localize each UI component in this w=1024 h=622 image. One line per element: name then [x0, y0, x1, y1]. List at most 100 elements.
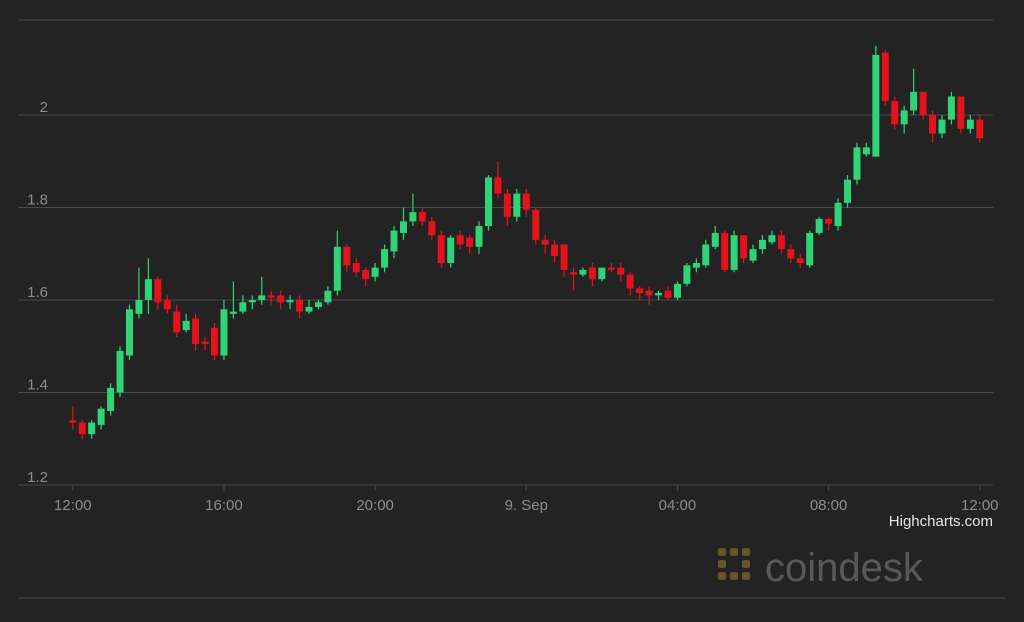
x-tick-label: 12:00: [54, 497, 92, 514]
candle-body: [551, 244, 559, 257]
candle-body: [135, 300, 143, 314]
candle-body: [371, 267, 379, 277]
candle-body: [588, 267, 596, 280]
candle-body: [390, 230, 398, 252]
x-tick-label: 08:00: [810, 497, 848, 514]
candle-body: [749, 249, 757, 261]
candle-body: [872, 54, 880, 157]
candle-body: [116, 350, 124, 393]
candle-body: [305, 306, 313, 312]
candle-body: [758, 239, 766, 250]
candle-body: [522, 193, 530, 210]
candle-body: [229, 311, 237, 314]
candle-body: [844, 179, 852, 203]
candle-body: [494, 177, 502, 194]
candle-body: [343, 246, 351, 266]
candle-body: [834, 202, 842, 226]
candle-body: [447, 237, 455, 263]
candle-body: [711, 232, 719, 247]
candle-body: [239, 302, 247, 312]
candle-body: [78, 422, 86, 435]
candle-body: [910, 91, 918, 111]
candle-body: [853, 147, 861, 180]
candle-body: [655, 293, 663, 296]
watermark: coindesk: [765, 546, 924, 590]
candle-body: [777, 235, 785, 250]
candle-body: [787, 249, 795, 259]
candle-body: [107, 387, 115, 411]
candle-body: [919, 91, 927, 115]
candle-body: [69, 420, 77, 423]
candle-body: [88, 422, 96, 435]
candle-body: [976, 119, 984, 139]
candle-body: [513, 193, 521, 217]
candle-body: [683, 265, 691, 284]
x-tick-label: 16:00: [205, 497, 243, 514]
candle-body: [248, 300, 256, 303]
candle-body: [957, 96, 965, 129]
candle-body: [381, 249, 389, 268]
y-tick-label: 1.4: [27, 377, 48, 394]
candle-body: [815, 219, 823, 233]
candle-body: [418, 212, 426, 222]
candle-body: [636, 288, 644, 294]
candle-body: [721, 232, 729, 270]
y-tick-label: 2: [40, 99, 48, 116]
candle-body: [862, 147, 870, 155]
candle-body: [277, 295, 285, 303]
candle-body: [881, 52, 889, 102]
credits: Highcharts.com: [889, 513, 993, 530]
candle-body: [173, 311, 181, 333]
candle-body: [211, 327, 219, 356]
candle-body: [740, 235, 748, 259]
candle-body: [362, 269, 370, 280]
candle-body: [570, 272, 578, 275]
candle-body: [409, 212, 417, 222]
candle-body: [163, 300, 171, 310]
candle-body: [730, 235, 738, 270]
candle-body: [475, 226, 483, 247]
candle-body: [201, 341, 209, 344]
candle-body: [456, 235, 464, 245]
candle-body: [220, 309, 228, 356]
candle-body: [796, 258, 804, 263]
candle-body: [617, 267, 625, 275]
candle-body: [144, 279, 152, 300]
candle-body: [560, 244, 568, 270]
candle-body: [541, 239, 549, 245]
watermark-logo: coindesk: [718, 546, 924, 590]
candle-body: [702, 244, 710, 266]
x-tick-label: 04:00: [659, 497, 697, 514]
candle-body: [938, 119, 946, 134]
candle-body: [503, 193, 511, 217]
candle-body: [258, 295, 266, 300]
candle-body: [125, 309, 133, 356]
candle-body: [900, 110, 908, 125]
candle-body: [891, 101, 899, 125]
candle-body: [192, 318, 200, 344]
candle-body: [182, 320, 190, 331]
candle-body: [947, 96, 955, 120]
candle-body: [929, 115, 937, 134]
candle-body: [324, 290, 332, 303]
candle-body: [966, 119, 974, 129]
candle-body: [579, 269, 587, 275]
candle-body: [768, 235, 776, 243]
candle-body: [598, 267, 606, 280]
candle-body: [428, 221, 436, 236]
candle-body: [664, 290, 672, 298]
candle-body: [267, 295, 275, 298]
candle-body: [825, 219, 833, 224]
candle-body: [352, 263, 360, 273]
candle-body: [466, 237, 474, 247]
x-tick-label: 12:00: [961, 497, 999, 514]
candle-body: [154, 279, 162, 303]
candle-body: [626, 274, 634, 289]
candle-body: [314, 302, 322, 307]
candle-body: [607, 267, 615, 270]
y-tick-label: 1.8: [27, 192, 48, 209]
y-tick-label: 1.6: [27, 284, 48, 301]
candle-body: [333, 246, 341, 291]
candle-body: [296, 300, 304, 312]
